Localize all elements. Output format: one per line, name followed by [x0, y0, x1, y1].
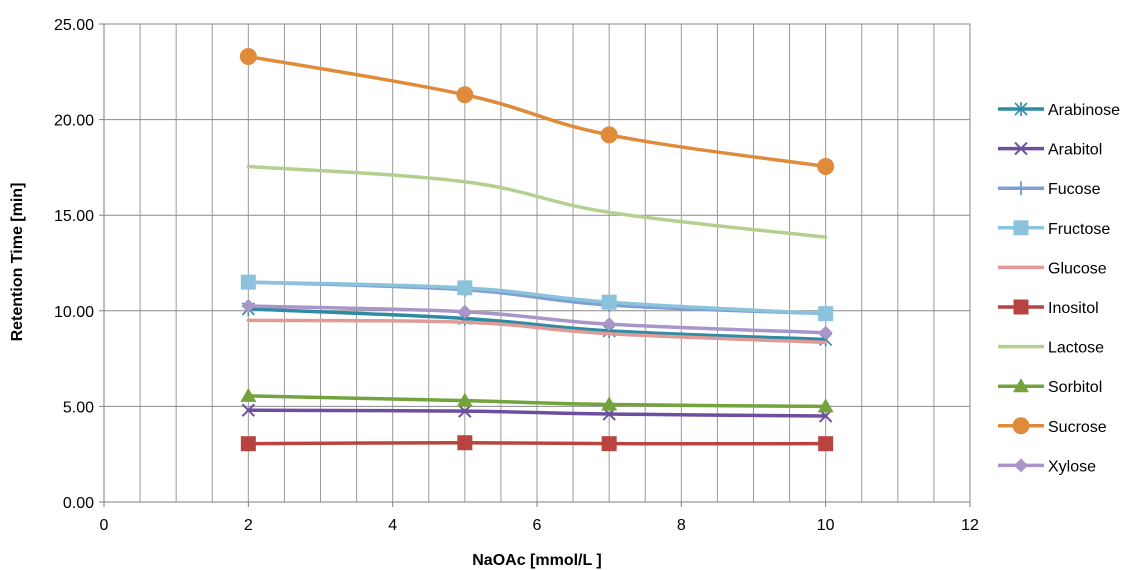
series-sorbitol — [240, 387, 834, 413]
data-point-inositol — [601, 436, 617, 452]
y-tick-label: 15.00 — [54, 208, 94, 225]
legend-item-arabitol: Arabitol — [998, 142, 1102, 159]
grid — [103, 23, 971, 503]
data-point-sucrose — [239, 48, 257, 66]
legend-marker-fructose — [1013, 220, 1029, 236]
data-point-sorbitol — [456, 392, 473, 407]
legend-marker-arabitol — [1014, 141, 1028, 156]
y-tick-label: 0.00 — [63, 495, 94, 512]
legend-label-fructose: Fructose — [1048, 221, 1110, 238]
x-tick-label: 2 — [244, 517, 253, 534]
series-line-sorbitol — [246, 394, 828, 409]
x-tick-label: 0 — [100, 517, 109, 534]
legend-item-lactose: Lactose — [998, 340, 1104, 357]
x-tick-label: 6 — [533, 517, 542, 534]
y-axis-title: Retention Time [min] — [9, 183, 26, 342]
series-inositol — [240, 435, 834, 452]
legend-item-sucrose: Sucrose — [998, 417, 1107, 436]
data-point-inositol — [240, 436, 256, 452]
series-group — [239, 48, 835, 452]
y-tick-label: 25.00 — [54, 17, 94, 34]
legend-item-fructose: Fructose — [998, 220, 1110, 238]
series-line-arabinose — [246, 307, 828, 342]
x-tick-label: 10 — [817, 517, 835, 534]
series-glucose — [246, 318, 828, 345]
legend-item-xylose: Xylose — [998, 458, 1096, 475]
data-point-fructose — [601, 294, 617, 310]
legend-marker-fucose — [1014, 181, 1028, 196]
data-point-sorbitol — [240, 387, 257, 402]
legend-item-inositol: Inositol — [998, 299, 1099, 317]
data-point-arabitol — [241, 403, 256, 417]
series-xylose — [241, 299, 833, 340]
data-point-sucrose — [600, 126, 618, 144]
data-point-fructose — [818, 306, 834, 322]
data-point-xylose — [241, 299, 256, 314]
data-point-xylose — [602, 317, 617, 332]
legend-label-xylose: Xylose — [1048, 458, 1096, 475]
legend-label-inositol: Inositol — [1048, 300, 1099, 317]
data-point-xylose — [818, 325, 833, 340]
series-arabitol — [241, 403, 833, 423]
legend-label-glucose: Glucose — [1048, 260, 1107, 277]
legend: Arabinose Arabitol Fucose Fructose Glucose In… — [998, 102, 1120, 475]
y-tick-label: 5.00 — [63, 399, 94, 416]
legend-marker-xylose — [1014, 458, 1028, 473]
axes: 0.00 5.00 10.00 15.00 20.00 25.00 0 2 4 6 8 10 12 — [54, 17, 979, 534]
legend-label-lactose: Lactose — [1048, 340, 1104, 357]
series-line-glucose — [246, 318, 828, 345]
data-point-fructose — [457, 280, 473, 296]
series-line-xylose — [246, 304, 828, 335]
legend-label-arabinose: Arabinose — [1048, 102, 1120, 119]
data-point-sorbitol — [601, 396, 618, 411]
y-tick-label: 20.00 — [54, 113, 94, 130]
legend-item-fucose: Fucose — [998, 181, 1101, 198]
x-axis-title: NaOAc [mmol/L ] — [472, 552, 602, 569]
x-tick-label: 8 — [677, 517, 686, 534]
data-point-xylose — [457, 304, 472, 319]
legend-item-glucose: Glucose — [998, 260, 1107, 277]
legend-label-sorbitol: Sorbitol — [1048, 379, 1102, 396]
legend-marker-sucrose — [1012, 417, 1030, 435]
series-line-inositol — [246, 440, 828, 446]
legend-marker-arabinose — [1014, 102, 1028, 116]
data-point-inositol — [457, 435, 473, 451]
data-point-fructose — [240, 274, 256, 290]
series-fructose — [240, 274, 834, 322]
series-line-arabitol — [246, 408, 828, 418]
legend-label-arabitol: Arabitol — [1048, 142, 1102, 159]
data-point-arabitol — [458, 404, 472, 418]
series-line-lactose — [246, 164, 828, 239]
y-tick-label: 10.00 — [54, 304, 94, 321]
legend-item-sorbitol: Sorbitol — [998, 378, 1102, 396]
legend-item-arabinose: Arabinose — [998, 102, 1120, 119]
data-point-sucrose — [456, 86, 474, 104]
x-tick-label: 12 — [961, 517, 979, 534]
legend-label-sucrose: Sucrose — [1048, 419, 1107, 436]
series-line-sucrose — [246, 54, 828, 169]
data-point-inositol — [818, 436, 834, 452]
series-line-fructose — [246, 280, 828, 316]
legend-label-fucose: Fucose — [1048, 181, 1101, 198]
legend-marker-sorbitol — [1013, 378, 1029, 393]
x-tick-label: 4 — [388, 517, 397, 534]
series-lactose — [246, 164, 828, 239]
data-point-sorbitol — [817, 398, 834, 413]
data-point-sucrose — [817, 157, 835, 175]
series-sucrose — [239, 48, 835, 175]
legend-marker-inositol — [1013, 299, 1029, 315]
